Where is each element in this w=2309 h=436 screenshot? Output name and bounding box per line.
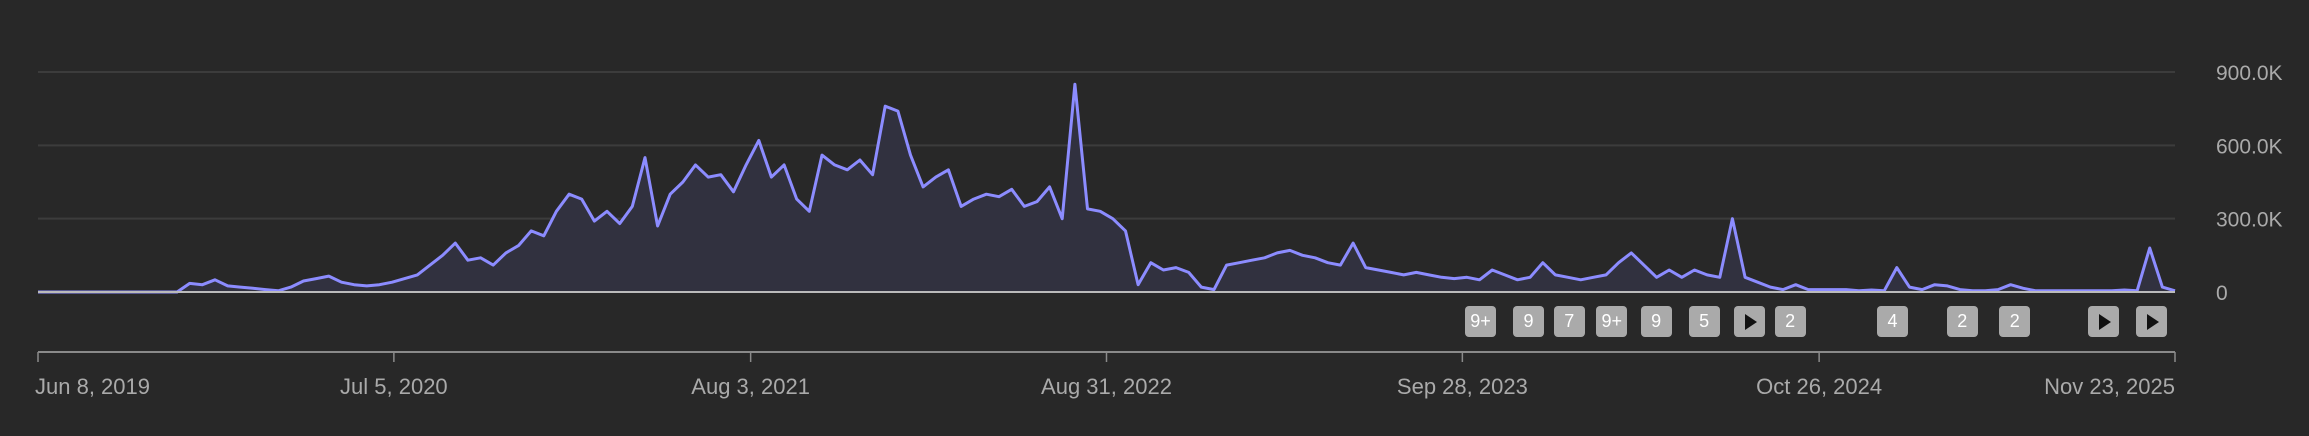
marker-count: 9+	[1601, 311, 1623, 331]
play-icon	[1744, 313, 1757, 330]
x-tick-label: Jun 8, 2019	[35, 374, 150, 399]
series-area	[38, 84, 2175, 292]
y-axis: 0 300.0K 600.0K 900.0K	[2216, 62, 2283, 305]
count-marker-button[interactable]: 4	[1876, 306, 1908, 337]
marker-count: 2	[1785, 311, 1796, 331]
x-axis: Jun 8, 2019 Jul 5, 2020 Aug 3, 2021 Aug 31,…	[35, 351, 2176, 399]
x-tick-label: Jul 5, 2020	[340, 374, 448, 399]
count-marker-button[interactable]: 9	[1512, 306, 1544, 337]
marker-count: 2	[2009, 311, 2020, 331]
count-marker-button[interactable]: 2	[1999, 306, 2031, 337]
play-marker-button[interactable]	[2135, 306, 2167, 337]
marker-count: 9	[1651, 311, 1662, 331]
marker-count: 9	[1523, 311, 1534, 331]
y-tick-label: 0	[2216, 282, 2228, 305]
x-tick-label: Oct 26, 2024	[1756, 374, 1882, 399]
count-marker-button[interactable]: 9+	[1464, 306, 1496, 337]
count-marker-button[interactable]: 9+	[1596, 306, 1628, 337]
x-tick-label: Nov 23, 2025	[2044, 374, 2175, 399]
count-marker-button[interactable]: 2	[1946, 306, 1978, 337]
count-marker-button[interactable]: 7	[1553, 306, 1585, 337]
x-tick-label: Aug 3, 2021	[691, 374, 810, 399]
marker-count: 9+	[1470, 311, 1491, 331]
play-icon	[2098, 313, 2111, 330]
x-tick-label: Sep 28, 2023	[1397, 374, 1528, 399]
x-tick-label: Aug 31, 2022	[1041, 374, 1172, 399]
marker-count: 2	[1957, 311, 1968, 331]
marker-count: 5	[1699, 311, 1710, 331]
marker-count: 7	[1564, 311, 1575, 331]
count-marker-button[interactable]: 5	[1688, 306, 1720, 337]
y-tick-label: 900.0K	[2216, 62, 2283, 85]
play-icon	[2146, 313, 2159, 330]
y-tick-label: 300.0K	[2216, 209, 2283, 232]
gridlines	[38, 71, 2175, 220]
play-marker-button[interactable]	[2087, 306, 2119, 337]
series-line	[38, 82, 2176, 294]
y-tick-label: 600.0K	[2216, 135, 2283, 158]
count-marker-button[interactable]: 2	[1774, 306, 1806, 337]
play-marker-button[interactable]	[1733, 306, 1765, 337]
marker-count: 4	[1887, 311, 1898, 331]
count-marker-button[interactable]: 9	[1640, 306, 1672, 337]
